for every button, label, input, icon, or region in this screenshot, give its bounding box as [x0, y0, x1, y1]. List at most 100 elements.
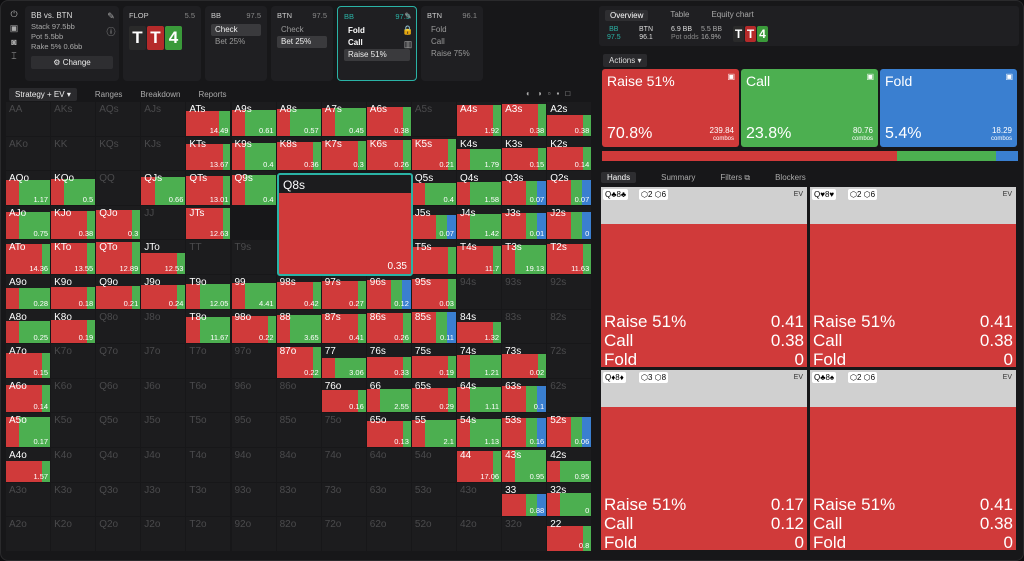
hand-cell-96s[interactable]: 96s 0.12	[366, 275, 411, 309]
hand-cell-75s[interactable]: 75s 0.19	[411, 344, 456, 378]
hand-cell-a4s[interactable]: A4s 1.92	[457, 102, 502, 136]
hand-cell-a3o[interactable]: A3o	[6, 482, 51, 517]
hand-cell-k9s[interactable]: K9s 0.4	[231, 136, 276, 171]
hand-cell-87s[interactable]: 87s 0.41	[321, 309, 366, 344]
hand-cell-k6s[interactable]: K6s 0.26	[366, 136, 411, 171]
hand-cell-t4o[interactable]: T4o	[186, 448, 231, 482]
expand-icon[interactable]: ▣	[866, 72, 874, 81]
hand-cell-76s[interactable]: 76s 0.33	[366, 344, 411, 378]
hand-cell-qq[interactable]: QQ	[96, 171, 141, 205]
hand-cell-55[interactable]: 55 2.1	[411, 413, 456, 447]
hand-cell-92o[interactable]: 92o	[231, 517, 276, 551]
contrast-icon[interactable]: ◐	[526, 89, 537, 98]
hand-cell-84s[interactable]: 84s 1.32	[457, 309, 502, 344]
hand-cell-73s[interactable]: 73s 0.02	[502, 344, 547, 378]
hand-cell-aa[interactable]: AA	[6, 102, 51, 136]
tab-breakdown[interactable]: Breakdown	[140, 89, 181, 99]
hand-cell-a6s[interactable]: A6s 0.38	[366, 102, 411, 136]
tab-hands[interactable]: Hands	[601, 172, 637, 183]
hand-cell-t3o[interactable]: T3o	[186, 482, 231, 517]
hand-cell-42s[interactable]: 42s 0.95	[547, 448, 592, 482]
hand-cell-62o[interactable]: 62o	[366, 517, 411, 551]
hand-cell-tt[interactable]: TT	[186, 240, 231, 274]
hand-cell-k4o[interactable]: K4o	[51, 448, 96, 482]
hand-cell-k4s[interactable]: K4s 1.79	[457, 136, 502, 171]
hand-cell-63o[interactable]: 63o	[366, 482, 411, 517]
hand-cell-88[interactable]: 88 3.65	[276, 309, 321, 344]
hand-cell-43s[interactable]: 43s 0.95	[502, 448, 547, 482]
hand-cell-44[interactable]: 44 17.06	[457, 448, 502, 482]
selected-hand-cell[interactable]: Q8s Q8s 0.35	[277, 173, 413, 276]
hand-cell-99[interactable]: 99 4.41	[231, 275, 276, 309]
action-box-fold[interactable]: Fold ▣ 5.4% 18.29 combos	[880, 69, 1017, 147]
hand-cell-86s[interactable]: 86s 0.26	[366, 309, 411, 344]
tab-equity-chart[interactable]: Equity chart	[711, 10, 754, 19]
hand-cell-53o[interactable]: 53o	[411, 482, 456, 517]
pencil-icon[interactable]: ✎	[107, 11, 115, 21]
hand-cell-kts[interactable]: KTs 13.67	[186, 136, 231, 171]
hand-cell-q7o[interactable]: Q7o	[96, 344, 141, 378]
tab-table[interactable]: Table	[670, 10, 690, 19]
hand-cell-kqo[interactable]: KQo 0.5	[51, 171, 96, 205]
hand-cell-82s[interactable]: 82s	[547, 309, 592, 344]
btn-node-1[interactable]: BTN 97.5 Check Bet 25%	[271, 6, 333, 81]
hand-cell-54o[interactable]: 54o	[411, 448, 456, 482]
hand-cell-qto[interactable]: QTo 12.89	[96, 240, 141, 274]
hand-cell-t7o[interactable]: T7o	[186, 344, 231, 378]
btn2-opt-fold[interactable]: Fold	[431, 25, 447, 34]
hand-cell-94o[interactable]: 94o	[231, 448, 276, 482]
hand-cell-qjs[interactable]: QJs 0.66	[141, 171, 186, 205]
hand-cell-77[interactable]: 77 3.06	[321, 344, 366, 378]
hand-cell-95o[interactable]: 95o	[231, 413, 276, 447]
hand-cell-aqs[interactable]: AQs	[96, 102, 141, 136]
bb-node-1[interactable]: BB 97.5 Check Bet 25%	[205, 6, 267, 81]
hand-cell-ats[interactable]: ATs 14.49	[186, 102, 231, 136]
hand-cell-53s[interactable]: 53s 0.16	[502, 413, 547, 447]
hand-detail-card[interactable]: Q♥8♥ ⬡2 ⬡6 EV Raise 51% 0.41 Call 0.38 Fold 0	[810, 187, 1016, 369]
hand-cell-kk[interactable]: KK	[51, 136, 96, 171]
hand-cell-98o[interactable]: 98o 0.22	[231, 309, 276, 344]
hand-cell-94s[interactable]: 94s	[457, 275, 502, 309]
hand-cell-65o[interactable]: 65o 0.13	[366, 413, 411, 447]
hand-cell-32o[interactable]: 32o	[502, 517, 547, 551]
hand-cell-ajs[interactable]: AJs	[141, 102, 186, 136]
hand-cell-ako[interactable]: AKo	[6, 136, 51, 171]
hand-cell-a5s[interactable]: A5s	[411, 102, 456, 136]
hand-cell-j3s[interactable]: J3s 0.01	[502, 205, 547, 240]
tab-reports[interactable]: Reports	[198, 89, 227, 99]
hand-cell-83o[interactable]: 83o	[276, 482, 321, 517]
hand-cell-k8s[interactable]: K8s 0.36	[276, 136, 321, 171]
hand-cell-t8o[interactable]: T8o 11.67	[186, 309, 231, 344]
hand-cell-96o[interactable]: 96o	[231, 378, 276, 413]
hand-cell-a7s[interactable]: A7s 0.45	[321, 102, 366, 136]
bb2-opt-call[interactable]: Call	[348, 38, 363, 47]
grid-icon[interactable]: ▪	[556, 89, 566, 98]
hand-cell-q8o[interactable]: Q8o	[96, 309, 141, 344]
hand-cell-86o[interactable]: 86o	[276, 378, 321, 413]
hand-cell-22[interactable]: 22 0.8	[547, 517, 592, 551]
save-icon[interactable]: ▣	[9, 23, 19, 33]
hand-cell-j6o[interactable]: J6o	[141, 378, 186, 413]
hand-cell-j9o[interactable]: J9o 0.24	[141, 275, 186, 309]
hand-detail-card[interactable]: Q♣8♠ ⬡2 ⬡6 EV Raise 51% 0.41 Call 0.38 Fold 0	[810, 370, 1016, 552]
hand-cell-82o[interactable]: 82o	[276, 517, 321, 551]
hand-cell-95s[interactable]: 95s 0.03	[411, 275, 456, 309]
hand-cell-jto[interactable]: JTo 12.53	[141, 240, 186, 274]
hand-cell-a2o[interactable]: A2o	[6, 517, 51, 551]
hand-cell-92s[interactable]: 92s	[547, 275, 592, 309]
bb1-opt-check[interactable]: Check	[211, 24, 261, 36]
hand-cell-aqo[interactable]: AQo 1.17	[6, 171, 51, 205]
hand-cell-64s[interactable]: 64s 1.11	[457, 378, 502, 413]
bb2-opt-raise[interactable]: Raise 51%	[344, 49, 410, 61]
hand-cell-kqs[interactable]: KQs	[96, 136, 141, 171]
hand-cell-q2s[interactable]: Q2s 0.07	[547, 171, 592, 205]
hand-cell-q4s[interactable]: Q4s 1.58	[457, 171, 502, 205]
hand-cell-jj[interactable]: JJ	[141, 205, 186, 240]
expand-icon[interactable]: ▣	[727, 72, 735, 81]
actions-dropdown[interactable]: Actions ▾	[603, 54, 648, 67]
hand-cell-33[interactable]: 33 0.88	[502, 482, 547, 517]
action-box-raise[interactable]: Raise 51% ▣ 70.8% 239.84 combos	[602, 69, 739, 147]
hand-cell-q4o[interactable]: Q4o	[96, 448, 141, 482]
hand-cell-t3s[interactable]: T3s 19.13	[502, 240, 547, 274]
hand-cell-t9o[interactable]: T9o 12.05	[186, 275, 231, 309]
